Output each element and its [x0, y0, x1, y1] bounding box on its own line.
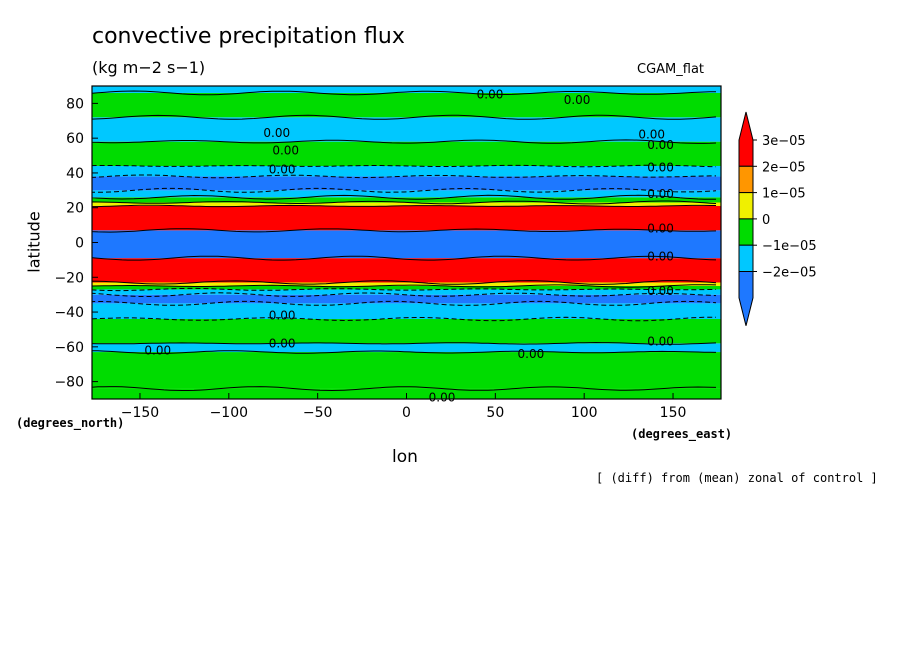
y-axis-unit: (degrees_north)	[16, 416, 125, 430]
x-axis-unit: (degrees_east)	[631, 427, 733, 441]
x-tick-label-5: 100	[571, 405, 598, 421]
band-14	[92, 190, 721, 198]
x-tick-label-0: −150	[121, 405, 159, 421]
colorbar-label-5: −2e−05	[762, 266, 817, 281]
contour-label-16: 0.00	[518, 347, 545, 361]
contour-label-13: 0.00	[144, 343, 171, 357]
x-tick-label-6: 150	[660, 405, 687, 421]
chart-units: (kg m−2 s−1)	[92, 58, 206, 77]
contour-line-0	[91, 386, 717, 392]
y-tick-label-3: −20	[54, 270, 84, 286]
contour-line-12	[91, 200, 717, 205]
contour-label-4: 0.00	[564, 93, 591, 107]
colorbar-segment-3	[738, 218, 754, 246]
colorbar-segment-2	[738, 192, 754, 220]
colorbar-segment-4	[738, 244, 754, 272]
contour-line-13	[91, 194, 717, 200]
contour-label-11: 0.00	[647, 284, 674, 298]
band-2	[92, 343, 721, 353]
contour-line-1	[91, 350, 717, 354]
comparison-note: [ (diff) from (mean) zonal of control ]	[596, 471, 878, 485]
y-tick-label-4: 0	[75, 236, 84, 252]
contour-label-0: 0.00	[263, 126, 290, 140]
band-16	[92, 165, 721, 177]
contour-label-1: 0.00	[272, 143, 299, 157]
contour-label-7: 0.00	[647, 161, 674, 175]
contour-line-8	[91, 280, 717, 285]
band-11	[92, 205, 721, 231]
band-13	[92, 197, 721, 203]
y-tick-label-0: −80	[54, 375, 84, 391]
contour-line-4	[91, 300, 717, 306]
x-tick-label-3: 0	[402, 405, 411, 421]
x-tick-label-1: −100	[210, 405, 248, 421]
colorbar-label-3: 0	[762, 213, 770, 228]
chart-title: convective precipitation flux	[92, 24, 405, 49]
colorbar-segment-0	[738, 111, 754, 167]
band-12	[92, 202, 721, 206]
contour-label-14: 0.00	[269, 336, 296, 350]
contour-line-17	[91, 139, 717, 144]
y-tick-label-7: 60	[66, 131, 84, 147]
contour-line-5	[91, 292, 717, 297]
band-8	[92, 282, 721, 286]
band-7	[92, 285, 721, 290]
contour-label-8: 0.00	[647, 187, 674, 201]
band-6	[92, 289, 721, 295]
contour-label-3: 0.00	[477, 88, 504, 102]
y-tick-label-2: −40	[54, 305, 84, 321]
contour-line-11	[91, 204, 716, 208]
y-tick-label-1: −60	[54, 340, 84, 356]
contour-label-12: 0.00	[647, 335, 674, 349]
band-3	[92, 319, 721, 344]
contour-label-2: 0.00	[269, 162, 296, 176]
contour-line-10	[91, 228, 717, 233]
band-17	[92, 141, 721, 166]
band-18	[92, 117, 721, 142]
band-4	[92, 303, 721, 320]
contour-line-9	[91, 255, 717, 261]
contour-line-7	[91, 284, 717, 288]
run-label: CGAM_flat	[637, 62, 705, 77]
colorbar-segment-1	[738, 165, 754, 194]
band-19	[92, 92, 721, 118]
contour-line-19	[91, 90, 717, 96]
colorbar-label-0: 3e−05	[762, 134, 806, 149]
colorbar-label-1: 2e−05	[762, 160, 806, 175]
contour-line-14	[91, 187, 717, 193]
contour-label-10: 0.00	[647, 249, 674, 263]
contour-label-5: 0.00	[638, 128, 665, 142]
contour-label-9: 0.00	[647, 222, 674, 236]
x-tick-label-4: 50	[486, 405, 504, 421]
band-15	[92, 176, 721, 191]
y-tick-label-8: 80	[66, 96, 84, 112]
contour-label-17: 0.00	[429, 390, 456, 404]
contour-line-6	[91, 287, 717, 292]
colorbar-label-4: −1e−05	[762, 239, 817, 254]
y-tick-label-6: 40	[66, 166, 84, 182]
x-tick-label-2: −50	[303, 405, 333, 421]
contour-label-15: 0.00	[269, 309, 296, 323]
band-1	[92, 352, 721, 389]
colorbar-label-2: 1e−05	[762, 187, 806, 202]
x-axis-label: lon	[392, 447, 418, 467]
band-5	[92, 294, 721, 304]
band-9	[92, 258, 721, 283]
band-20	[92, 86, 721, 93]
contour-line-15	[91, 174, 716, 179]
contour-line-18	[91, 114, 717, 120]
contour-line-2	[91, 341, 717, 345]
contour-label-6: 0.00	[647, 138, 674, 152]
contour-line-3	[91, 316, 716, 322]
colorbar-segment-5	[738, 271, 754, 326]
contour-line-16	[91, 164, 717, 168]
y-tick-label-5: 20	[66, 201, 84, 217]
band-10	[92, 230, 721, 259]
